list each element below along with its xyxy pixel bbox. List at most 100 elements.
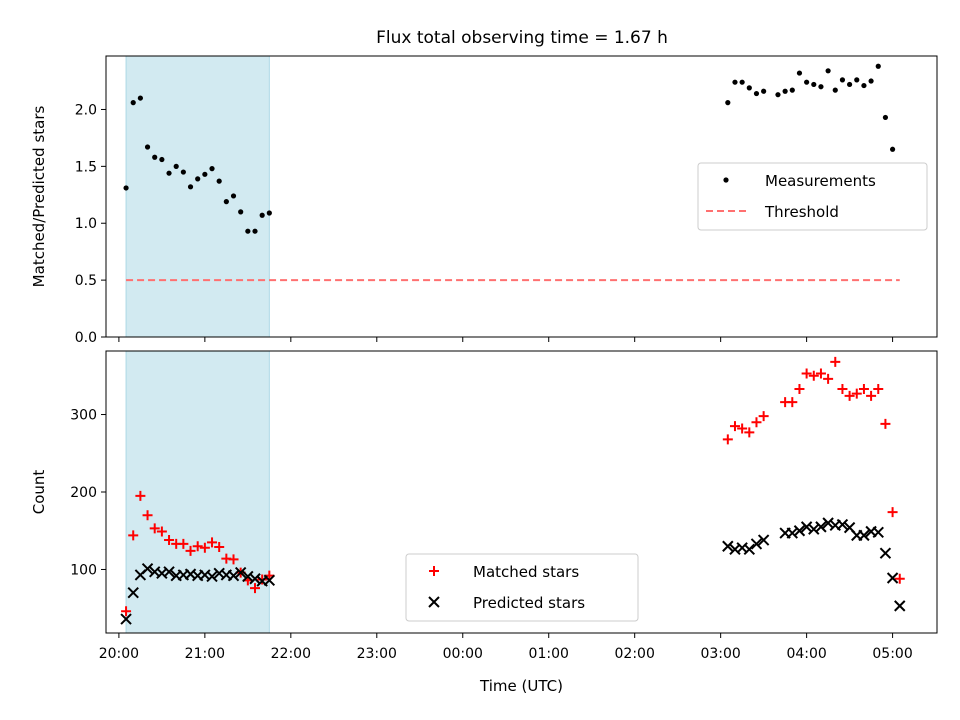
data-point	[868, 78, 874, 84]
legend: Measurements Threshold	[697, 162, 928, 231]
x-tick-label: 22:00	[271, 646, 311, 662]
data-point	[159, 156, 165, 163]
data-point	[250, 583, 261, 594]
data-point	[851, 388, 862, 399]
data-point	[187, 184, 194, 190]
data-point	[120, 613, 132, 625]
data-point	[732, 79, 738, 85]
data-point	[800, 521, 813, 533]
data-point	[815, 368, 826, 379]
x-tick-label: 04:00	[786, 646, 826, 662]
data-point	[206, 570, 218, 583]
data-point	[199, 542, 210, 553]
legend-marker	[723, 177, 729, 183]
data-point	[725, 100, 731, 106]
legend-marker	[429, 566, 439, 576]
data-point	[872, 526, 884, 538]
data-point	[209, 166, 215, 172]
x-tick-label: 03:00	[700, 646, 740, 662]
legend-label: Matched stars	[473, 563, 579, 581]
data-point	[166, 170, 172, 176]
data-point	[123, 185, 129, 191]
legend-label: Threshold	[764, 203, 839, 221]
data-point	[259, 212, 265, 218]
data-point	[825, 68, 831, 74]
data-point	[245, 228, 251, 234]
data-point	[216, 178, 222, 184]
data-point	[761, 88, 767, 94]
data-point	[822, 517, 834, 529]
data-point	[861, 82, 867, 89]
data-point	[242, 570, 254, 583]
data-point	[823, 373, 834, 384]
x-tick-label: 21:00	[185, 646, 225, 662]
data-point	[836, 518, 849, 531]
data-point	[127, 587, 139, 599]
data-point	[844, 390, 855, 401]
data-point	[202, 171, 208, 177]
data-point	[796, 70, 803, 76]
data-point	[238, 209, 244, 215]
legend-marker	[428, 596, 440, 608]
data-point	[722, 540, 734, 552]
data-point	[722, 434, 733, 445]
data-point	[830, 356, 841, 367]
data-point	[227, 569, 240, 582]
x-tick-label: 05:00	[872, 646, 912, 662]
data-point	[753, 90, 760, 97]
y-axis-label: Matched/Predicted stars	[30, 106, 48, 288]
data-point	[249, 573, 261, 585]
data-point	[786, 527, 798, 539]
data-point	[228, 554, 239, 565]
data-point	[801, 368, 812, 379]
data-point	[818, 84, 824, 90]
x-axis-label: Time (UTC)	[479, 677, 563, 695]
y-tick-label: 0.5	[75, 273, 97, 289]
x-tick-label: 23:00	[357, 646, 397, 662]
data-point	[192, 541, 203, 552]
data-point	[789, 87, 795, 93]
series-measurements	[123, 63, 896, 234]
data-point	[142, 510, 153, 521]
y-axis-label: Count	[30, 470, 48, 515]
data-point	[808, 523, 820, 535]
data-point	[866, 390, 877, 401]
data-point	[854, 77, 860, 83]
x-tick-label: 01:00	[529, 646, 569, 662]
data-point	[121, 606, 132, 617]
data-point	[757, 534, 770, 546]
legend-label: Predicted stars	[473, 594, 585, 612]
observing-span	[125, 350, 270, 634]
data-point	[737, 423, 748, 434]
data-point	[794, 383, 805, 394]
data-point	[811, 81, 817, 88]
data-point	[173, 163, 179, 169]
data-point	[135, 490, 146, 501]
data-point	[894, 573, 905, 584]
data-point	[858, 529, 870, 542]
data-point	[746, 85, 752, 91]
y-tick-label: 100	[70, 562, 97, 578]
data-point	[804, 79, 810, 85]
y-tick-label: 1.0	[75, 216, 97, 232]
data-point	[751, 417, 762, 428]
bottom-panel: 100 200 300 20:00 21:00 22:00 23:00 00:00 01:00 0…	[30, 350, 938, 695]
chart-title: Flux total observing time = 1.67 h	[376, 28, 668, 48]
data-point	[180, 169, 186, 175]
data-point	[887, 507, 898, 518]
series-predicted-stars	[120, 517, 906, 625]
legend: Matched stars Predicted stars	[405, 553, 639, 622]
y-tick-label: 200	[70, 485, 97, 501]
data-point	[223, 199, 229, 205]
data-point	[163, 566, 175, 578]
data-point	[782, 88, 788, 94]
data-point	[144, 144, 151, 150]
data-point	[729, 421, 740, 432]
data-point	[257, 574, 268, 585]
data-point	[185, 545, 196, 556]
series-matched-stars	[121, 356, 905, 617]
data-point	[858, 383, 869, 394]
data-point	[744, 427, 755, 438]
data-point	[234, 566, 247, 579]
